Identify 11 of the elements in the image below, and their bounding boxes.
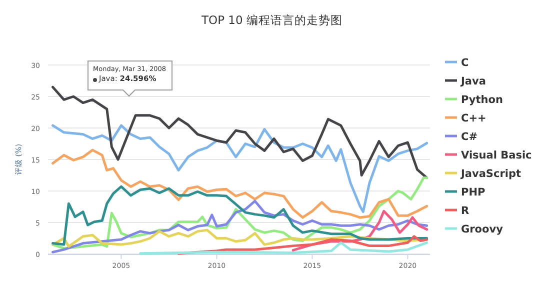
legend-label: Python [461, 94, 503, 106]
legend-label: PHP [461, 186, 486, 198]
legend-label: Java [460, 76, 486, 88]
legend-label: C++ [461, 112, 486, 124]
legend-label: Groovy [461, 224, 504, 236]
legend-label: Visual Basic [461, 150, 532, 162]
chart-title: TOP 10 编程语言的走势图 [200, 13, 342, 27]
legend-label: R [461, 205, 470, 217]
legend-label: C [461, 57, 469, 69]
legend-label: C# [461, 131, 478, 143]
legend-label: JavaScript [460, 168, 522, 180]
